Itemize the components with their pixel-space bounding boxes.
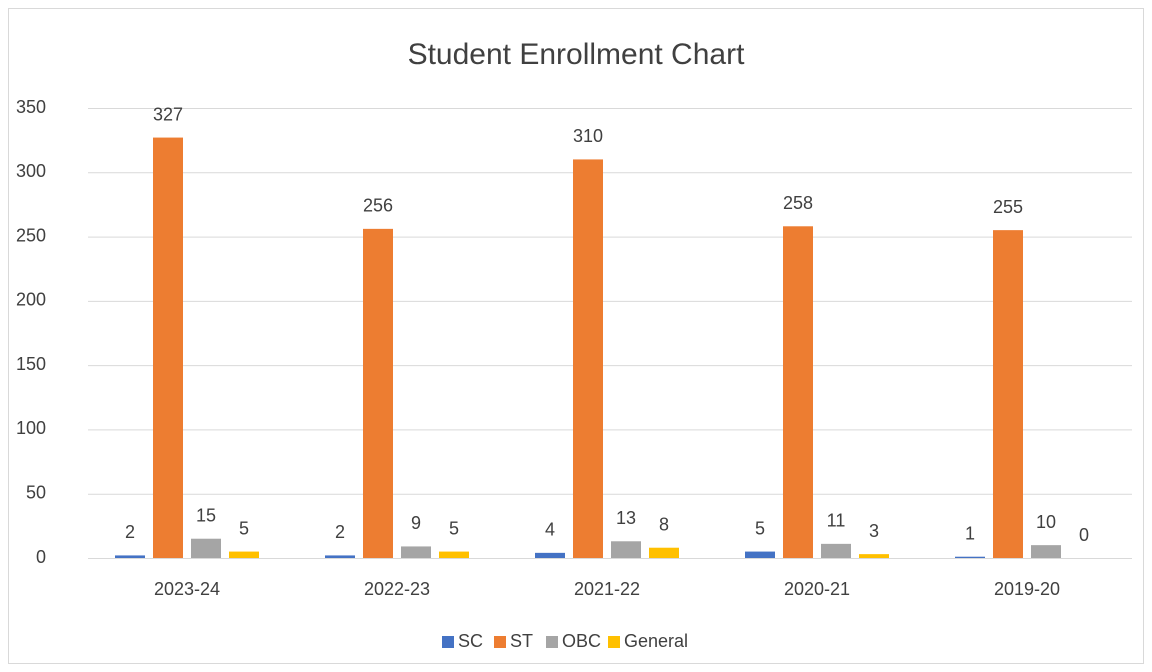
y-tick-label: 200 xyxy=(16,290,46,310)
legend-label: OBC xyxy=(562,631,601,651)
data-label: 15 xyxy=(196,505,216,525)
data-label: 13 xyxy=(616,508,636,528)
x-tick-label: 2021-22 xyxy=(574,579,640,599)
y-tick-label: 350 xyxy=(16,97,46,117)
legend-swatch xyxy=(608,636,620,648)
x-tick-label: 2019-20 xyxy=(994,579,1060,599)
bar xyxy=(191,538,221,558)
bar xyxy=(611,541,641,558)
legend-label: ST xyxy=(510,631,533,651)
x-tick-label: 2022-23 xyxy=(364,579,430,599)
bar xyxy=(649,547,679,558)
data-label: 256 xyxy=(363,196,393,216)
data-label: 4 xyxy=(545,520,555,540)
data-label: 9 xyxy=(411,513,421,533)
bar xyxy=(363,228,393,558)
data-label: 5 xyxy=(239,518,249,538)
bar xyxy=(535,552,565,558)
data-label: 8 xyxy=(659,514,669,534)
data-label: 3 xyxy=(869,521,879,541)
bar xyxy=(859,554,889,558)
chart-title: Student Enrollment Chart xyxy=(408,38,746,71)
data-label: 310 xyxy=(573,126,603,146)
bar xyxy=(993,230,1023,558)
y-tick-label: 150 xyxy=(16,354,46,374)
bar xyxy=(401,546,431,558)
y-tick-label: 100 xyxy=(16,418,46,438)
x-tick-label: 2020-21 xyxy=(784,579,850,599)
bar xyxy=(229,551,259,558)
data-label: 255 xyxy=(993,197,1023,217)
data-label: 327 xyxy=(153,104,183,124)
bar xyxy=(153,137,183,559)
bar xyxy=(783,226,813,559)
bar xyxy=(325,555,355,558)
bar xyxy=(955,556,985,558)
legend-swatch xyxy=(442,636,454,648)
bar xyxy=(573,159,603,558)
y-tick-label: 300 xyxy=(16,161,46,181)
data-label: 10 xyxy=(1036,512,1056,532)
y-tick-label: 0 xyxy=(36,547,46,567)
y-tick-label: 250 xyxy=(16,225,46,245)
y-tick-label: 50 xyxy=(26,482,46,502)
data-label: 2 xyxy=(125,522,135,542)
bar xyxy=(821,543,851,558)
bar xyxy=(439,551,469,558)
data-label: 1 xyxy=(965,523,975,543)
data-label: 0 xyxy=(1079,525,1089,545)
legend-swatch xyxy=(494,636,506,648)
bar xyxy=(115,555,145,558)
legend-label: SC xyxy=(458,631,483,651)
bar xyxy=(1031,545,1061,558)
data-label: 11 xyxy=(827,511,846,531)
data-label: 5 xyxy=(755,518,765,538)
legend-label: General xyxy=(624,631,688,651)
data-label: 2 xyxy=(335,522,345,542)
data-label: 5 xyxy=(449,518,459,538)
data-label: 258 xyxy=(783,193,813,213)
x-tick-label: 2023-24 xyxy=(154,579,220,599)
legend-swatch xyxy=(546,636,558,648)
bar xyxy=(745,551,775,558)
